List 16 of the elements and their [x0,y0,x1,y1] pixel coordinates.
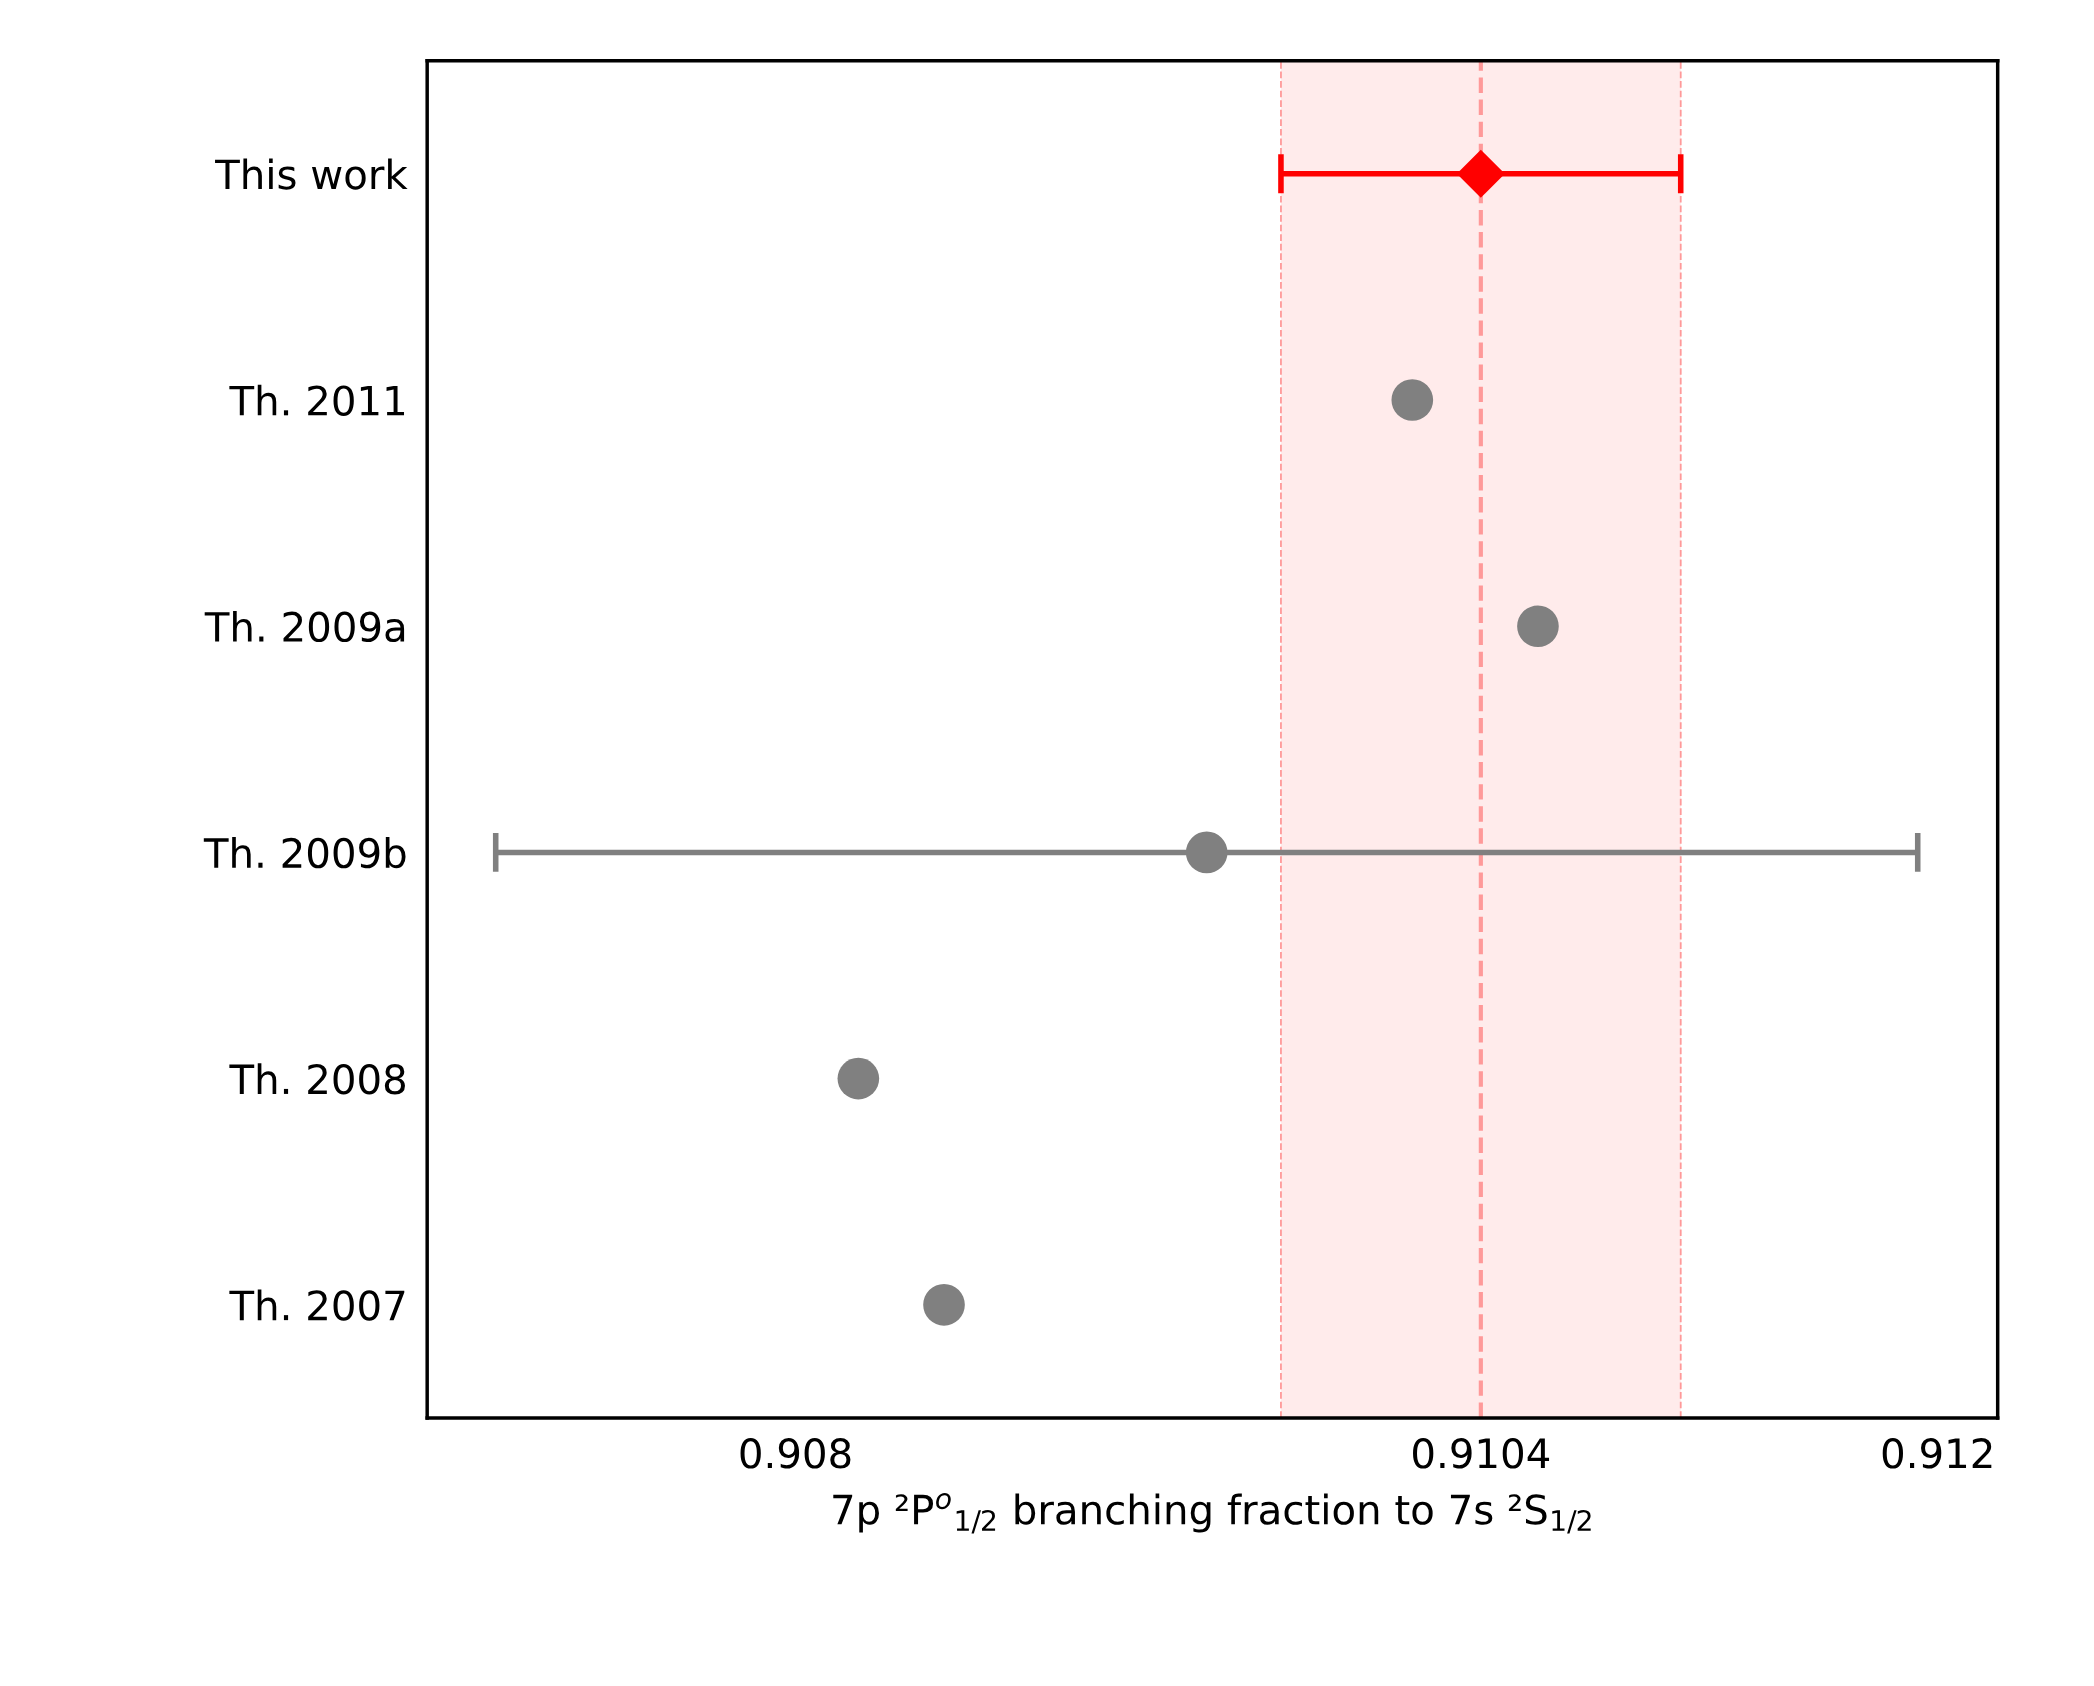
y-tick-label: Th. 2011 [229,384,405,416]
point [1391,379,1434,421]
x-tick-label: 0.908 [740,1438,851,1469]
point [1517,605,1559,648]
point [837,1057,880,1100]
y-tick-label: Th. 2007 [229,1289,405,1321]
point [923,1283,965,1326]
y-tick-label: Th. 2009a [204,610,405,643]
y-tick-label: Th. 2009b [203,837,406,869]
point [1456,149,1505,198]
y-tick-label: Th. 2008 [229,1063,405,1095]
x-axis-title: 7p ²P$^{o}$$_{1/2}$ branching fraction to 7s ²S$_{1/2}$ [833,1493,1591,1534]
x-tick-label: 0.9104 [1413,1438,1550,1469]
point [1185,831,1228,874]
y-tick-label: This work [215,158,408,190]
x-tick-label: 0.912 [1882,1438,1992,1469]
